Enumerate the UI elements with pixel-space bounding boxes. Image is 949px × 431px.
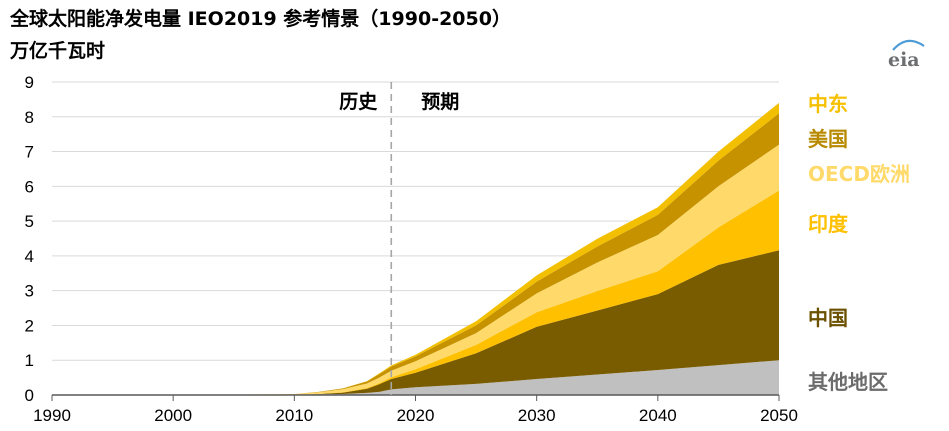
y-tick-label: 0 bbox=[25, 386, 34, 405]
history-label: 历史 bbox=[339, 91, 378, 113]
x-tick-label: 2030 bbox=[518, 406, 556, 425]
legend-label-中东: 中东 bbox=[808, 92, 848, 116]
x-tick-label: 2040 bbox=[639, 406, 677, 425]
y-tick-label: 5 bbox=[25, 212, 34, 231]
x-tick-label: 2010 bbox=[275, 406, 313, 425]
y-tick-label: 7 bbox=[25, 143, 34, 162]
y-tick-label: 9 bbox=[25, 73, 34, 92]
legend-label-OECD欧洲: OECD欧洲 bbox=[808, 162, 910, 186]
legend-label-其他地区: 其他地区 bbox=[808, 370, 888, 394]
area-series-OECD欧洲 bbox=[52, 144, 779, 395]
eia-logo-icon: eia bbox=[888, 39, 925, 70]
area-series-其他地区 bbox=[52, 360, 779, 395]
y-tick-label: 2 bbox=[25, 316, 34, 335]
y-tick-label: 3 bbox=[25, 282, 34, 301]
y-tick-label: 1 bbox=[25, 351, 34, 370]
area-series-中国 bbox=[52, 250, 779, 395]
projection-label: 预期 bbox=[421, 91, 459, 113]
area-series-印度 bbox=[52, 190, 779, 395]
unit-label: 万亿千瓦时 bbox=[10, 40, 106, 62]
x-tick-label: 2050 bbox=[760, 406, 798, 425]
legend-label-美国: 美国 bbox=[808, 127, 848, 151]
x-tick-label: 2020 bbox=[397, 406, 435, 425]
chart-title: 全球太阳能净发电量 IEO2019 参考情景（1990-2050） bbox=[10, 8, 511, 30]
legend-label-中国: 中国 bbox=[808, 306, 848, 330]
x-tick-label: 2000 bbox=[154, 406, 192, 425]
y-tick-label: 8 bbox=[25, 108, 34, 127]
x-tick-label: 1990 bbox=[33, 406, 71, 425]
y-tick-label: 4 bbox=[25, 247, 34, 266]
logo-text: eia bbox=[888, 49, 920, 70]
y-tick-label: 6 bbox=[25, 177, 34, 196]
legend-label-印度: 印度 bbox=[808, 212, 848, 236]
